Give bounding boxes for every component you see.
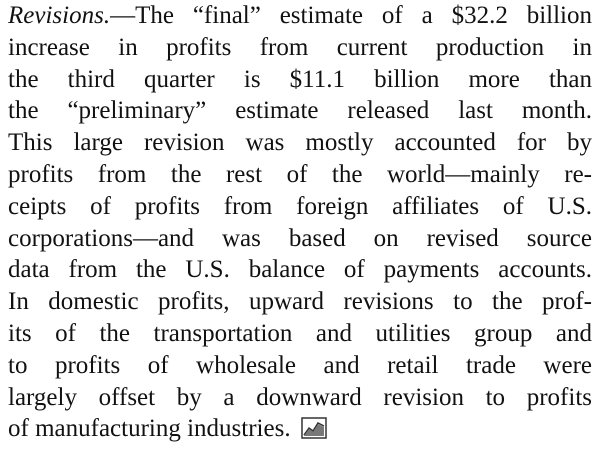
text-line: ceipts of profits from foreign affiliate… (8, 191, 592, 223)
line-text: largely offset by a downward revision to… (8, 383, 592, 411)
line-text: corporations—and was based on revised so… (8, 224, 592, 252)
line-text: ceipts of profits from foreign affiliate… (8, 192, 592, 220)
chart-icon (300, 416, 327, 445)
text-line: This large revision was mostly accounted… (8, 127, 592, 159)
paragraph: Revisions.—The “final” estimate of a $32… (8, 0, 592, 445)
text-line: the third quarter is $11.1 billion more … (8, 64, 592, 96)
line-text: increase in profits from current product… (8, 33, 592, 61)
line-text: the “preliminary” estimate released last… (8, 97, 592, 125)
line-text: In domestic profits, upward revisions to… (8, 288, 592, 316)
lead-in: Revisions. (8, 2, 111, 29)
line-text: —The “final” estimate of a $32.2 billion (110, 2, 592, 29)
text-line: data from the U.S. balance of payments a… (8, 254, 592, 286)
text-line: to profits of wholesale and retail trade… (8, 350, 592, 382)
line-text: the third quarter is $11.1 billion more … (8, 65, 592, 93)
line-text: data from the U.S. balance of payments a… (8, 256, 592, 284)
text-line: its of the transportation and utilities … (8, 318, 592, 350)
text-line: In domestic profits, upward revisions to… (8, 286, 592, 318)
text-line: profits from the rest of the world—mainl… (8, 159, 592, 191)
line-text: This large revision was mostly accounted… (8, 129, 592, 157)
line-text: its of the transportation and utilities … (8, 319, 592, 347)
chart-icon-graphic (300, 417, 327, 440)
text-line: corporations—and was based on revised so… (8, 223, 592, 255)
text-line: Revisions.—The “final” estimate of a $32… (8, 0, 592, 32)
text-line: the “preliminary” estimate released last… (8, 95, 592, 127)
text-line: largely offset by a downward revision to… (8, 382, 592, 414)
line-text: profits from the rest of the world—mainl… (8, 160, 592, 188)
text-line: of manufacturing industries. (8, 413, 592, 445)
text-line: increase in profits from current product… (8, 32, 592, 64)
line-text: of manufacturing industries. (8, 415, 291, 443)
line-text: to profits of wholesale and retail trade… (8, 351, 592, 379)
